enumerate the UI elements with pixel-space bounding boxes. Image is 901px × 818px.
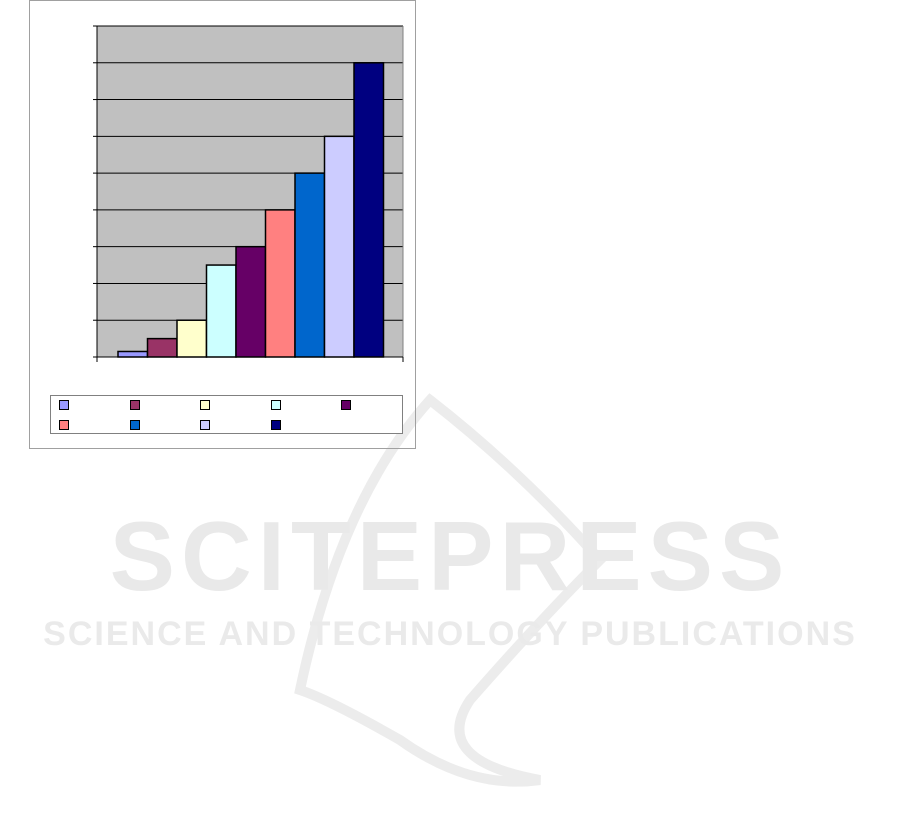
bar-chart bbox=[93, 25, 404, 362]
bar bbox=[353, 62, 385, 358]
legend-swatch bbox=[59, 420, 69, 430]
legend-swatch bbox=[200, 420, 210, 430]
bar bbox=[235, 245, 267, 358]
bar bbox=[176, 319, 208, 358]
svg-text:SCIENCE AND TECHNOLOGY PUBLICA: SCIENCE AND TECHNOLOGY PUBLICATIONS bbox=[43, 615, 857, 653]
bar bbox=[264, 209, 296, 358]
svg-text:SCITEPRESS: SCITEPRESS bbox=[110, 501, 791, 611]
legend-swatch bbox=[129, 420, 140, 430]
legend-swatch bbox=[129, 400, 140, 410]
bar bbox=[205, 264, 237, 358]
bar bbox=[323, 135, 355, 358]
legend-swatch bbox=[270, 420, 281, 430]
chart-frame bbox=[29, 0, 416, 449]
legend-swatch bbox=[270, 400, 281, 410]
legend bbox=[50, 395, 403, 434]
bar bbox=[117, 350, 149, 358]
legend-swatch bbox=[200, 400, 210, 410]
legend-swatch bbox=[59, 400, 69, 410]
legend-swatch bbox=[341, 400, 351, 410]
bar bbox=[146, 337, 178, 358]
bar bbox=[294, 172, 326, 358]
